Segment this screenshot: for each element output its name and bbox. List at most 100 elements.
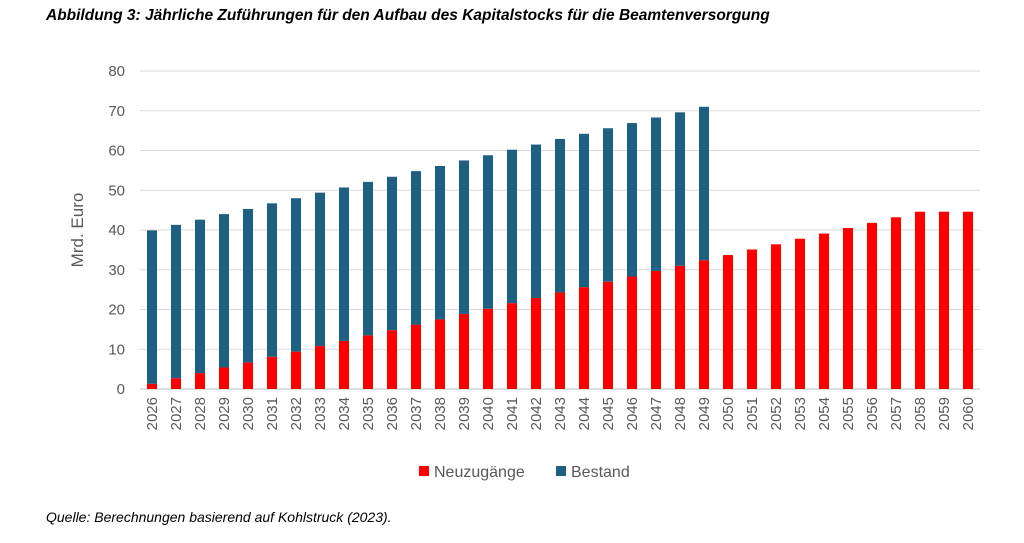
x-tick-label: 2048	[672, 397, 689, 430]
x-tick-label: 2054	[816, 397, 833, 430]
x-tick-label: 2037	[408, 397, 425, 430]
y-tick-label: 10	[108, 341, 125, 358]
bars	[147, 106, 973, 389]
x-axis-ticks: 2026 2027 2028 2029 2030 2031 2032 2033 2034 2035…	[144, 397, 977, 430]
bar-bestand-2036	[387, 176, 397, 331]
bar-neuzug-nge-2037	[411, 324, 421, 389]
bar-neuzug-nge-2050	[723, 255, 733, 389]
bar-bestand-2029	[219, 214, 229, 368]
y-tick-label: 30	[108, 262, 125, 279]
bar-bestand-2033	[315, 192, 325, 347]
bar-neuzug-nge-2038	[435, 319, 445, 389]
x-tick-label: 2043	[552, 397, 569, 430]
y-axis-ticks: 0 10 20 30 40 50 60 70 80	[108, 63, 125, 398]
figure-title: Abbildung 3: Jährliche Zuführungen für d…	[46, 7, 770, 24]
bar-bestand-2046	[627, 123, 637, 277]
x-tick-label: 2056	[864, 397, 881, 430]
x-tick-label: 2032	[288, 397, 305, 430]
bar-neuzug-nge-2044	[579, 287, 589, 389]
bar-bestand-2030	[243, 208, 253, 363]
bar-neuzug-nge-2029	[219, 367, 229, 389]
bar-neuzug-nge-2048	[675, 265, 685, 389]
bar-neuzug-nge-2047	[651, 270, 661, 389]
bar-bestand-2043	[555, 138, 565, 293]
bar-bestand-2028	[195, 219, 205, 374]
x-tick-label: 2035	[360, 397, 377, 430]
bar-neuzug-nge-2046	[627, 276, 637, 389]
x-tick-label: 2057	[888, 397, 905, 430]
x-tick-label: 2046	[624, 397, 641, 430]
x-tick-label: 2036	[384, 397, 401, 430]
bar-neuzug-nge-2043	[555, 292, 565, 389]
bar-neuzug-nge-2031	[267, 356, 277, 389]
x-tick-label: 2027	[168, 397, 185, 430]
y-tick-label: 40	[108, 222, 125, 239]
x-tick-label: 2045	[600, 397, 617, 430]
bar-neuzug-nge-2042	[531, 297, 541, 389]
legend-swatch-bestand	[556, 466, 566, 476]
bar-bestand-2047	[651, 117, 661, 271]
bar-bestand-2049	[699, 106, 709, 261]
bar-neuzug-nge-2040	[483, 308, 493, 389]
bar-neuzug-nge-2051	[747, 249, 757, 389]
bar-neuzug-nge-2039	[459, 313, 469, 389]
x-tick-label: 2030	[240, 397, 257, 430]
x-tick-label: 2034	[336, 397, 353, 430]
bar-bestand-2037	[411, 171, 421, 325]
bar-bestand-2045	[603, 128, 613, 282]
x-tick-label: 2052	[768, 397, 785, 430]
bar-neuzug-nge-2055	[843, 228, 853, 389]
legend-swatch-neuzug-nge	[419, 466, 429, 476]
bar-neuzug-nge-2058	[915, 211, 925, 389]
bar-bestand-2026	[147, 230, 157, 384]
bar-neuzug-nge-2045	[603, 281, 613, 389]
legend-label-neuzug-nge: Neuzugänge	[434, 464, 525, 481]
source-note: Quelle: Berechnungen basierend auf Kohls…	[46, 509, 392, 525]
legend-label-bestand: Bestand	[571, 464, 630, 481]
bar-neuzug-nge-2036	[387, 330, 397, 389]
bar-neuzug-nge-2027	[171, 378, 181, 389]
bar-neuzug-nge-2041	[507, 303, 517, 389]
x-tick-label: 2028	[192, 397, 209, 430]
bar-bestand-2032	[291, 198, 301, 352]
bar-bestand-2040	[483, 155, 493, 309]
x-tick-label: 2044	[576, 397, 593, 430]
bar-neuzug-nge-2028	[195, 373, 205, 389]
x-tick-label: 2060	[960, 397, 977, 430]
x-tick-label: 2053	[792, 397, 809, 430]
bar-bestand-2048	[675, 112, 685, 266]
y-axis-label: Mrd. Euro	[68, 193, 87, 268]
x-tick-label: 2031	[264, 397, 281, 430]
bar-neuzug-nge-2034	[339, 340, 349, 389]
bar-bestand-2041	[507, 149, 517, 304]
x-tick-label: 2040	[480, 397, 497, 430]
y-tick-label: 70	[108, 103, 125, 120]
x-tick-label: 2041	[504, 397, 521, 430]
bar-bestand-2034	[339, 187, 349, 341]
x-tick-label: 2033	[312, 397, 329, 430]
x-tick-label: 2049	[696, 397, 713, 430]
x-tick-label: 2038	[432, 397, 449, 430]
x-tick-label: 2039	[456, 397, 473, 430]
y-tick-label: 0	[117, 381, 125, 398]
bar-neuzug-nge-2060	[963, 211, 973, 389]
bar-neuzug-nge-2059	[939, 211, 949, 389]
bar-neuzug-nge-2053	[795, 238, 805, 389]
y-tick-label: 20	[108, 302, 125, 319]
bar-neuzug-nge-2026	[147, 383, 157, 389]
x-tick-label: 2059	[936, 397, 953, 430]
x-tick-label: 2047	[648, 397, 665, 430]
bar-neuzug-nge-2030	[243, 362, 253, 389]
x-tick-label: 2050	[720, 397, 737, 430]
bar-neuzug-nge-2057	[891, 217, 901, 389]
bar-bestand-2038	[435, 166, 445, 320]
y-tick-label: 60	[108, 143, 125, 160]
x-tick-label: 2055	[840, 397, 857, 430]
x-tick-label: 2051	[744, 397, 761, 430]
x-tick-label: 2058	[912, 397, 929, 430]
bar-bestand-2044	[579, 133, 589, 288]
bar-bestand-2042	[531, 144, 541, 298]
x-tick-label: 2029	[216, 397, 233, 430]
bar-neuzug-nge-2049	[699, 260, 709, 389]
